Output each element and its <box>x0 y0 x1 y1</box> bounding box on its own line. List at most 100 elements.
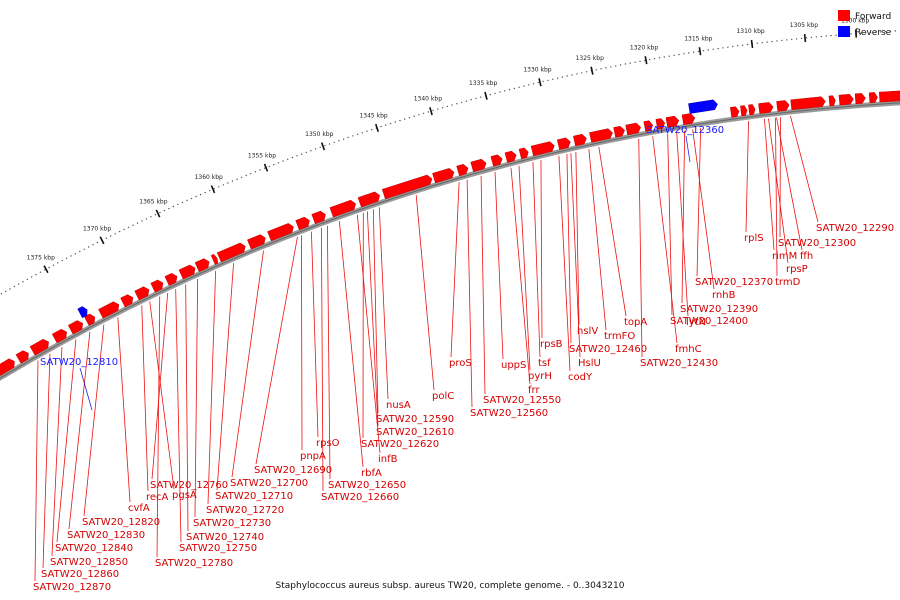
ruler-dot <box>213 188 215 190</box>
ruler-dot <box>236 178 238 180</box>
gene-label: SATW20_12690 <box>254 465 332 476</box>
ruler-dot <box>305 151 307 154</box>
ruler-dot <box>634 61 636 63</box>
gene-label: trmFO <box>604 331 635 342</box>
gene-label: fmhC <box>675 344 702 355</box>
gene-label: SATW20_12820 <box>82 517 160 528</box>
kbp-ticks: 1300 kbp 1305 kbp 1310 kbp 1315 kbp 1320 kbp… <box>0 18 896 295</box>
label-leader <box>185 284 189 532</box>
gene-label: ffh <box>800 251 813 262</box>
gene-label: recA <box>146 492 169 503</box>
label-leader <box>255 236 298 465</box>
ruler-dot <box>352 135 354 137</box>
forward-gene <box>556 137 571 150</box>
gene-label: SATW20_12590 <box>376 414 454 425</box>
label-leader <box>151 292 169 480</box>
ruler-dot <box>268 165 270 168</box>
ruler-dot <box>83 248 85 250</box>
tick-mark <box>698 47 702 56</box>
ruler-dot <box>87 246 90 248</box>
ruler-dot <box>810 36 813 39</box>
tick-mark <box>538 78 542 87</box>
ruler-dot <box>494 92 496 95</box>
label-leader <box>415 195 435 391</box>
forward-gene <box>267 223 294 242</box>
ruler-dot <box>366 130 368 132</box>
label-leader <box>540 160 543 339</box>
tick-label: 1315 kbp <box>684 35 712 42</box>
label-leader <box>764 118 775 251</box>
ruler-dot <box>470 99 472 101</box>
ruler-dot <box>132 224 134 226</box>
tick-mark <box>263 163 269 172</box>
forward-gene <box>84 313 96 326</box>
label-leader <box>356 214 381 454</box>
label-leader <box>83 324 105 517</box>
label-leader <box>510 167 531 385</box>
tick-mark <box>484 91 488 100</box>
ruler-dot <box>688 52 690 54</box>
label-leader <box>570 153 581 358</box>
forward-gene <box>740 105 748 117</box>
ruler-dot <box>48 266 50 269</box>
gene-label: SATW20_12730 <box>193 518 271 529</box>
ruler-dot <box>619 64 622 66</box>
label-leader <box>768 118 789 264</box>
gene-label: cvfA <box>128 503 150 514</box>
ruler-dot <box>168 207 170 210</box>
tick-label: 1340 kbp <box>414 96 442 103</box>
ruler-dot <box>163 209 166 212</box>
ruler-dot <box>408 117 411 119</box>
label-leader <box>696 128 702 277</box>
reverse-gene <box>688 99 718 114</box>
label-leader <box>575 151 580 326</box>
label-leader <box>372 209 379 414</box>
ruler-dot <box>282 160 284 162</box>
ruler-dot <box>9 288 11 290</box>
forward-gene <box>29 338 49 356</box>
label-leader <box>231 250 264 478</box>
gene-label: SATW20_12870 <box>33 582 111 593</box>
ruler-dot <box>18 283 20 285</box>
forward-gene <box>98 301 120 319</box>
ruler-dot <box>441 107 444 109</box>
ruler-dot <box>314 148 317 150</box>
label-leader <box>378 207 389 400</box>
gene-label: trmD <box>775 277 801 288</box>
forward-gene <box>878 90 900 103</box>
ruler-dot <box>610 66 612 68</box>
ruler-dot <box>815 36 818 38</box>
tick-mark <box>210 185 216 194</box>
ruler-dot <box>791 38 793 41</box>
tick-label: 1305 kbp <box>790 22 818 29</box>
label-leader <box>518 165 531 371</box>
tick-label: 1345 kbp <box>359 112 387 119</box>
ruler-dot <box>394 121 396 123</box>
tick-label: 1355 kbp <box>248 152 276 159</box>
ruler-dot <box>136 222 139 224</box>
ruler-dot <box>658 57 661 59</box>
gene-label-reverse: SATW20_12810 <box>40 357 118 368</box>
ruler-dot <box>380 125 382 128</box>
tick-label: 1325 kbp <box>576 55 604 62</box>
tick-mark <box>320 142 326 151</box>
ruler-dot <box>624 63 627 65</box>
ruler-dot <box>781 39 783 42</box>
genome-caption: Staphylococcus aureus subsp. aureus TW20… <box>276 581 625 591</box>
ruler-dot <box>489 93 491 96</box>
ruler-dot <box>756 42 758 44</box>
ruler-dot <box>186 199 188 202</box>
ruler-dot <box>865 32 867 34</box>
forward-gene <box>357 191 381 208</box>
label-leader <box>588 149 607 331</box>
label-leader <box>216 263 234 491</box>
ruler-dot <box>532 83 535 85</box>
label-leader <box>681 130 686 304</box>
ruler-dot <box>22 281 24 283</box>
gene-label: codY <box>568 372 593 383</box>
ruler-dot <box>74 253 77 255</box>
label-leader <box>532 162 541 358</box>
forward-gene <box>573 133 587 147</box>
label-leader <box>692 129 715 290</box>
forward-gene <box>854 93 866 105</box>
